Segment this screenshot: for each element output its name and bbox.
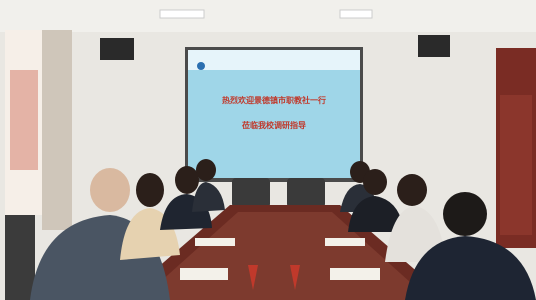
- meeting-photo: 热烈欢迎景德镇市职教社一行 莅临我校调研指导: [0, 0, 536, 300]
- paper: [195, 238, 235, 246]
- curtain: [42, 30, 72, 230]
- person-head: [363, 169, 387, 195]
- page: 热烈欢迎景德镇市职教社一行 莅临我校调研指导 (() => { const da…: [0, 0, 536, 300]
- screen-header: [188, 50, 360, 70]
- person-head: [90, 168, 130, 212]
- person-head: [136, 173, 164, 207]
- person-head: [196, 159, 216, 181]
- person-head: [175, 166, 199, 194]
- ceiling-light: [160, 10, 204, 18]
- speaker: [418, 35, 450, 57]
- chair: [5, 215, 35, 300]
- screen-subtitle: 莅临我校调研指导: [241, 120, 306, 130]
- paper: [180, 268, 228, 280]
- door-panel: [500, 95, 532, 235]
- chair: [287, 178, 325, 208]
- window-view: [10, 70, 38, 170]
- paper: [325, 238, 365, 246]
- logo: [197, 62, 205, 70]
- ceiling-light: [340, 10, 372, 18]
- person-head: [397, 174, 427, 206]
- chair: [232, 178, 270, 208]
- paper: [330, 268, 380, 280]
- person-head: [443, 192, 487, 236]
- screen-title: 热烈欢迎景德镇市职教社一行: [222, 95, 326, 105]
- speaker: [100, 38, 134, 60]
- ceiling: [0, 0, 536, 32]
